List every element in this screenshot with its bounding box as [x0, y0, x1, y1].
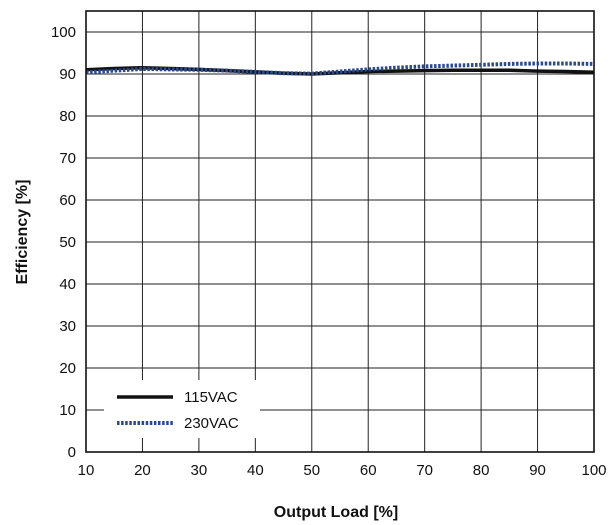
- x-tick-label: 20: [134, 462, 151, 479]
- y-tick-label: 80: [59, 108, 76, 125]
- x-tick-labels: 10 20 30 40 50 60 70 80 90 100: [78, 462, 607, 479]
- y-tick-label: 50: [59, 234, 76, 251]
- x-tick-label: 80: [473, 462, 490, 479]
- y-tick-label: 0: [68, 444, 76, 461]
- x-tick-label: 40: [247, 462, 264, 479]
- series-line-230vac: [85, 61, 595, 76]
- y-tick-label: 30: [59, 318, 76, 335]
- x-tick-label: 100: [581, 462, 606, 479]
- x-tick-label: 60: [360, 462, 377, 479]
- series-line-115vac: [85, 65, 595, 76]
- x-tick-label: 70: [416, 462, 433, 479]
- y-tick-label: 10: [59, 402, 76, 419]
- x-tick-label: 50: [303, 462, 320, 479]
- series-lines: [85, 61, 595, 76]
- y-axis-title: Efficiency [%]: [14, 180, 31, 285]
- y-tick-label: 20: [59, 360, 76, 377]
- x-tick-label: 10: [78, 462, 95, 479]
- y-tick-label: 70: [59, 150, 76, 167]
- x-axis-title: Output Load [%]: [274, 504, 398, 521]
- y-tick-labels: 0 10 20 30 40 50 60 70 80 90 100: [51, 24, 76, 461]
- legend: 115VAC 230VAC: [104, 380, 260, 438]
- legend-label-115vac: 115VAC: [184, 389, 238, 406]
- y-tick-label: 60: [59, 192, 76, 209]
- plot-frame: [85, 10, 595, 453]
- legend-label-230vac: 230VAC: [184, 415, 239, 432]
- y-tick-label: 40: [59, 276, 76, 293]
- x-tick-label: 30: [191, 462, 208, 479]
- y-tick-label: 100: [51, 24, 76, 41]
- legend-box: [104, 380, 260, 438]
- y-tick-label: 90: [59, 66, 76, 83]
- x-tick-label: 90: [529, 462, 546, 479]
